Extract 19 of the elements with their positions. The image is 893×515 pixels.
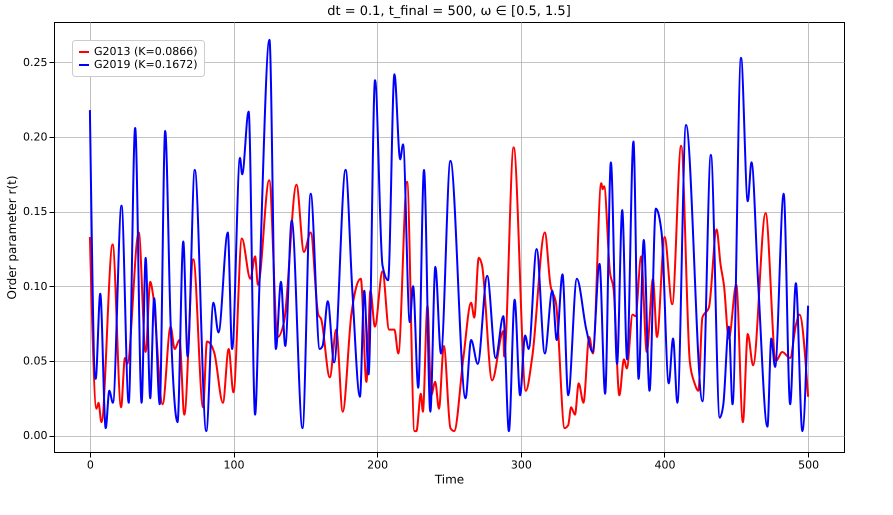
y-tick-label: 0.00 (23, 429, 48, 442)
line-series (88, 38, 810, 432)
x-tick-label: 500 (798, 458, 820, 472)
y-tick-label: 0.25 (23, 56, 48, 69)
y-tick-label: 0.20 (23, 130, 48, 144)
x-tick-label: 300 (510, 458, 532, 472)
line-series (88, 144, 810, 432)
x-tick-label: 400 (654, 458, 676, 472)
x-axis-title: Time (434, 472, 464, 486)
y-tick-label: 0.05 (23, 354, 48, 368)
x-tick-label: 100 (224, 458, 245, 472)
x-tick-label: 200 (367, 458, 388, 472)
x-tick-label: 0 (86, 458, 94, 472)
y-axis-title: Order parameter r(t) (5, 175, 20, 300)
legend-label: G2013 (K=0.0866) (94, 45, 198, 58)
chart-title: dt = 0.1, t_final = 500, ω ∈ [0.5, 1.5] (327, 4, 571, 19)
y-tick-label: 0.15 (23, 205, 48, 218)
legend-label: G2019 (K=0.1672) (94, 58, 198, 71)
y-tick-label: 0.10 (23, 280, 48, 293)
